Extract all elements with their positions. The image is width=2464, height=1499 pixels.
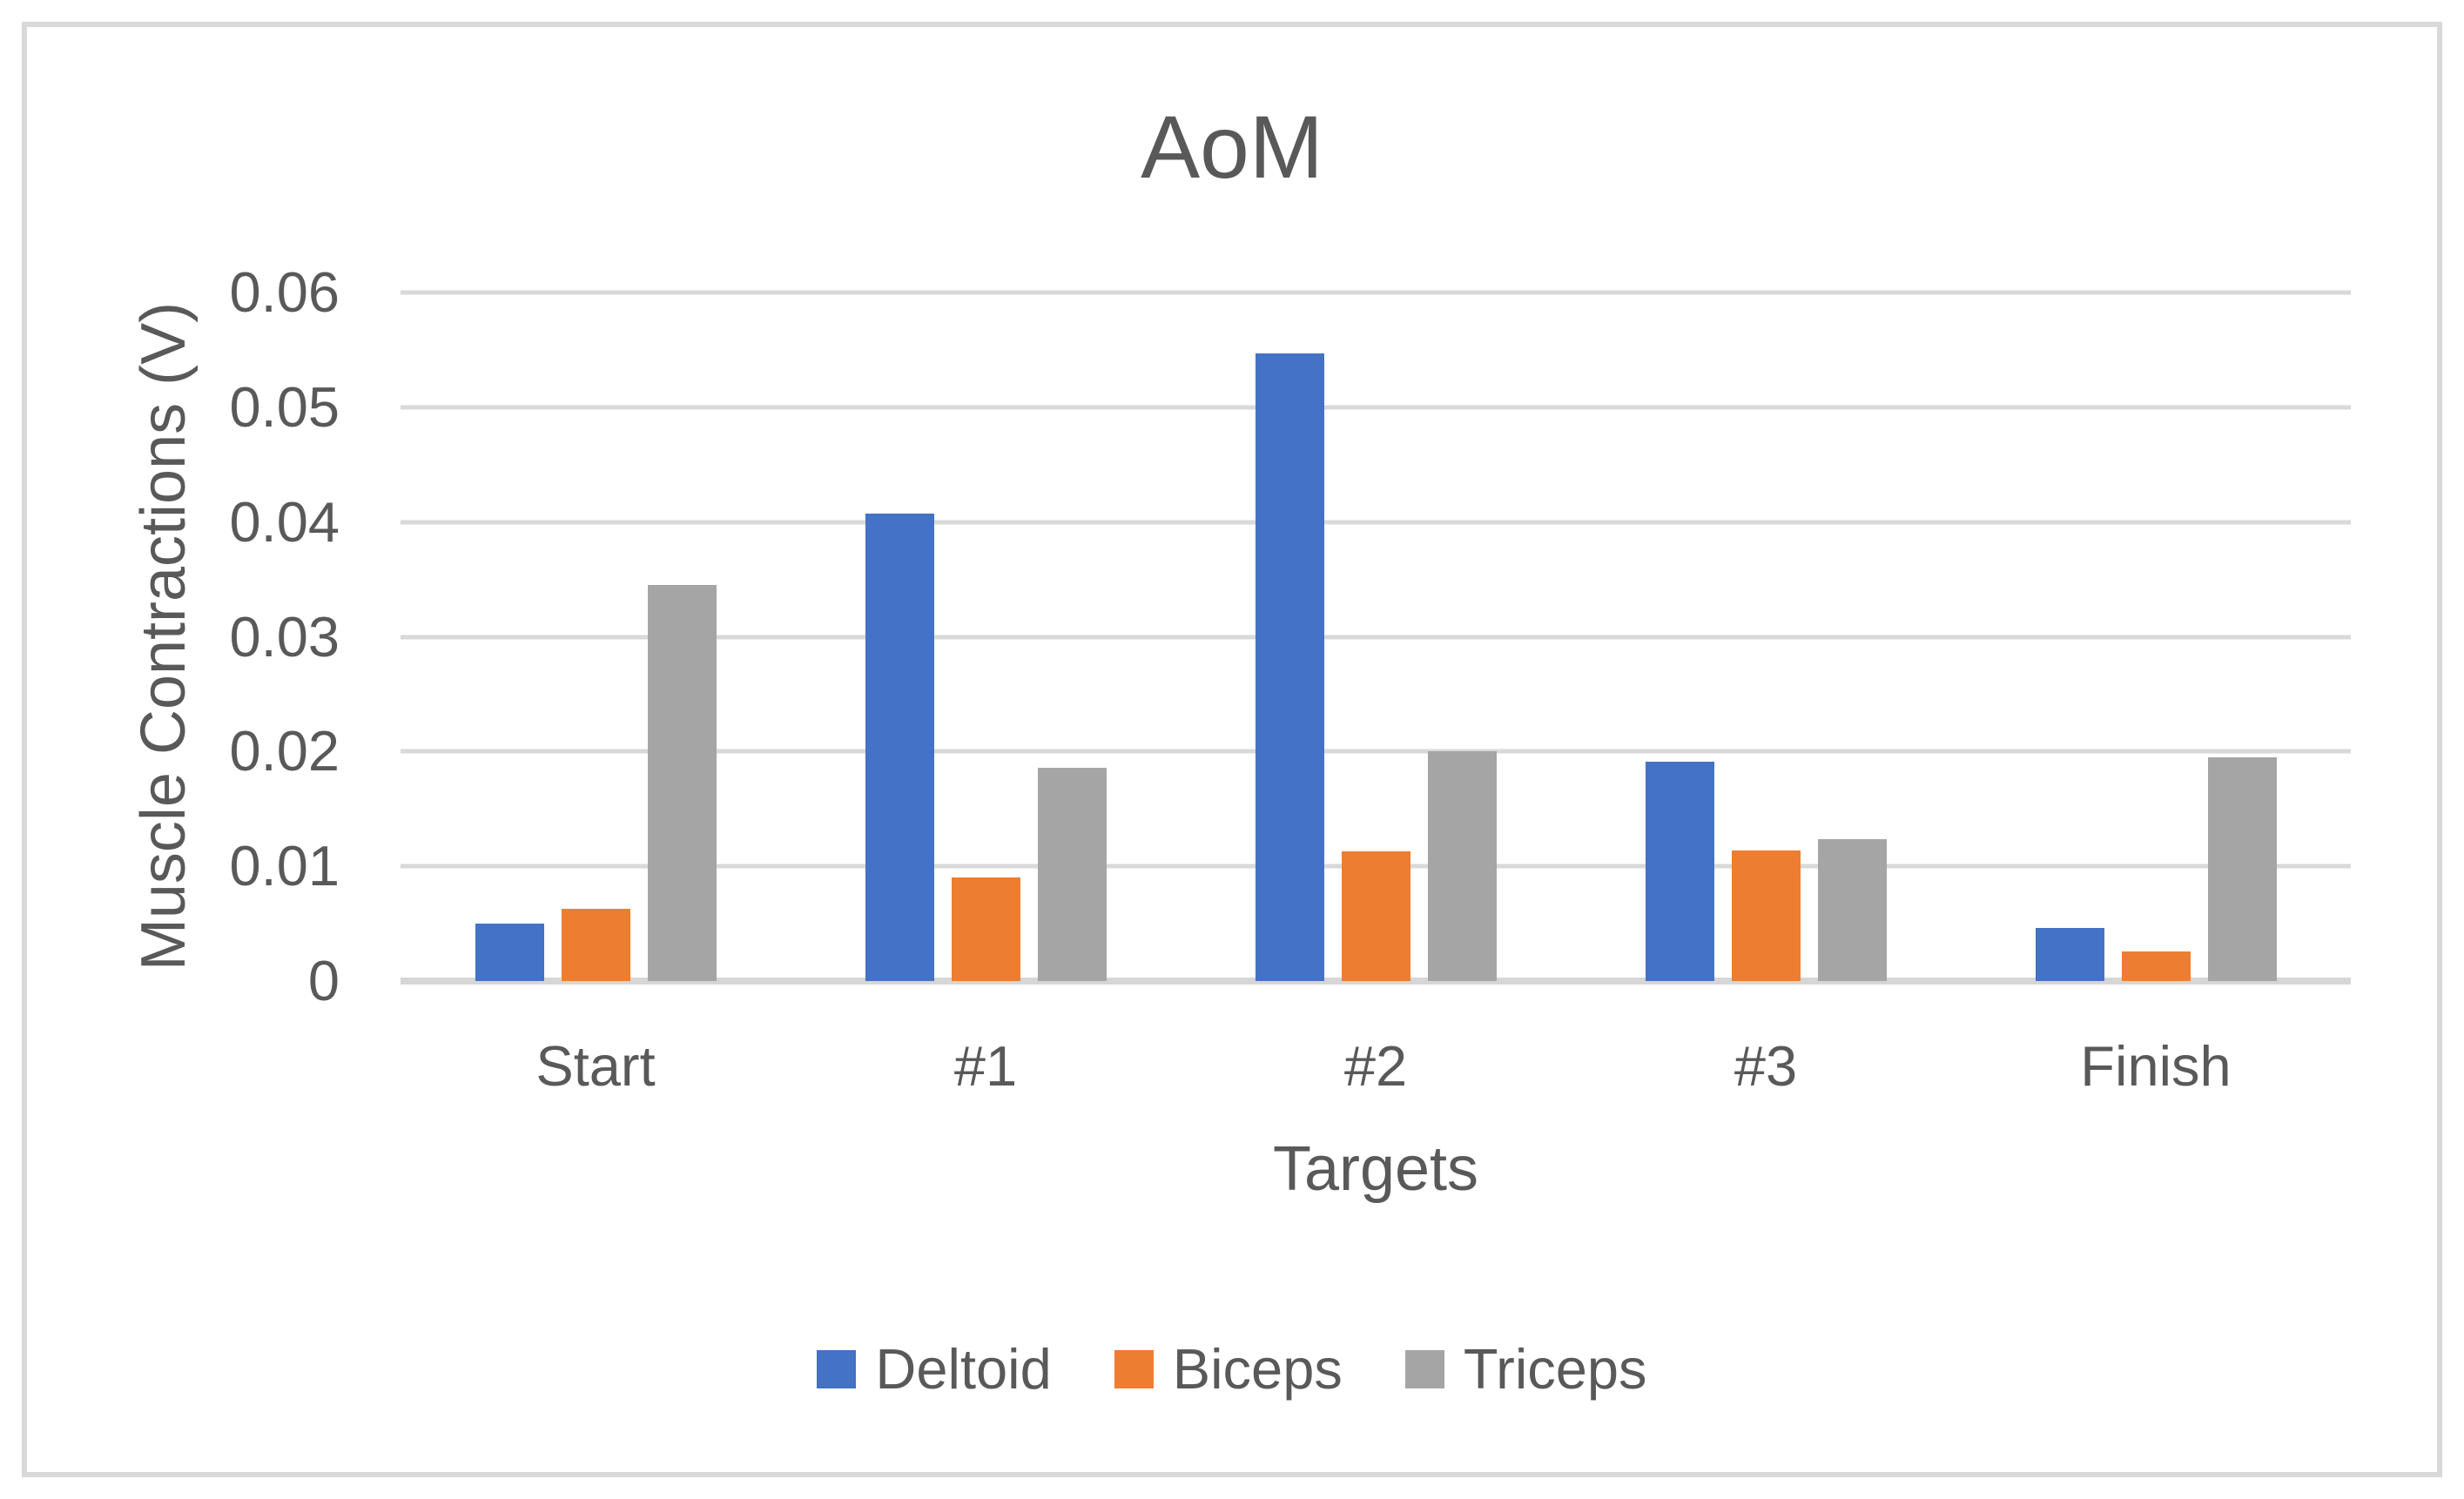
legend-label-deltoid: Deltoid <box>875 1337 1052 1401</box>
bar-deltoid-3 <box>1645 762 1714 981</box>
y-tick-label: 0.06 <box>229 260 340 324</box>
bar-biceps-2 <box>1341 851 1410 981</box>
x-category-label-3: #3 <box>1734 1034 1798 1098</box>
y-tick-label: 0.05 <box>229 374 340 439</box>
legend-swatch-triceps <box>1404 1350 1444 1388</box>
bar-triceps-2 <box>1427 751 1497 981</box>
bar-biceps-finish <box>2121 951 2191 981</box>
bar-triceps-1 <box>1037 767 1107 981</box>
y-axis-tick-labels: 0 0.01 0.02 0.03 0.04 0.05 0.06 <box>0 264 340 1010</box>
x-axis-line <box>401 978 2351 985</box>
chart-title: AoM <box>1141 97 1323 197</box>
bar-triceps-start <box>647 585 717 981</box>
gridline <box>401 749 2351 754</box>
x-axis-title: Targets <box>1272 1134 1479 1204</box>
legend: Deltoid Biceps Triceps <box>0 1341 2464 1398</box>
bar-group-finish <box>1961 292 2351 981</box>
legend-item-triceps: Triceps <box>1404 1337 1647 1401</box>
x-category-label-1: #1 <box>953 1034 1018 1098</box>
bar-deltoid-1 <box>865 514 934 981</box>
y-tick-label: 0.03 <box>229 604 340 669</box>
x-category-label-2: #2 <box>1343 1034 1408 1098</box>
plot-area <box>401 290 2351 985</box>
y-tick-label: 0 <box>307 949 340 1012</box>
y-tick-label: 0.02 <box>229 719 340 783</box>
bar-triceps-3 <box>1817 838 1887 981</box>
bar-group-3 <box>1571 292 1961 981</box>
bar-biceps-3 <box>1731 850 1801 981</box>
y-tick-label: 0.01 <box>229 834 340 898</box>
bar-group-start <box>401 292 791 981</box>
bar-biceps-start <box>561 908 630 981</box>
bar-triceps-finish <box>2207 756 2277 981</box>
bar-group-2 <box>1181 292 1571 981</box>
bar-deltoid-finish <box>2035 928 2104 981</box>
gridline <box>401 520 2351 525</box>
x-category-label-finish: Finish <box>2080 1034 2232 1098</box>
bar-biceps-1 <box>951 877 1020 981</box>
gridline <box>401 290 2351 295</box>
bar-group-1 <box>791 292 1181 981</box>
x-category-label-start: Start <box>535 1034 656 1098</box>
legend-swatch-biceps <box>1114 1350 1154 1388</box>
y-tick-label: 0.04 <box>229 489 340 554</box>
x-axis-category-labels: Start #1 #2 #3 Finish <box>401 1038 2351 1094</box>
legend-label-biceps: Biceps <box>1172 1337 1343 1401</box>
bar-deltoid-start <box>475 924 544 981</box>
legend-item-deltoid: Deltoid <box>817 1337 1052 1401</box>
gridline <box>401 635 2351 639</box>
legend-item-biceps: Biceps <box>1114 1341 1343 1398</box>
legend-label-triceps: Triceps <box>1463 1337 1647 1401</box>
bar-deltoid-2 <box>1255 353 1324 981</box>
gridline <box>401 405 2351 410</box>
legend-swatch-deltoid <box>817 1350 857 1388</box>
